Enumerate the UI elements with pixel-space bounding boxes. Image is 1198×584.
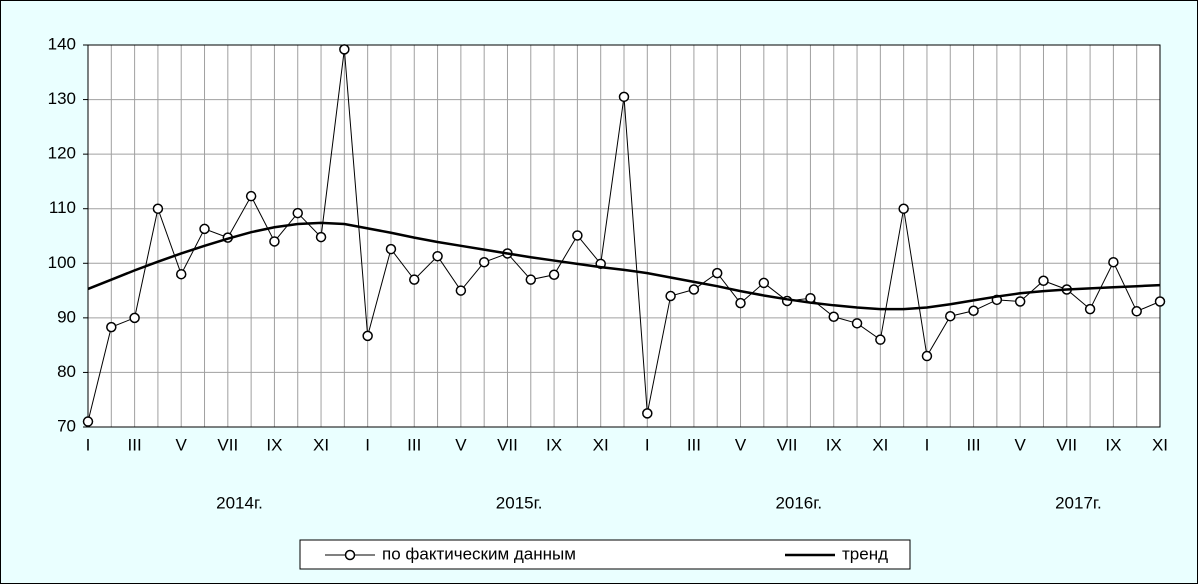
y-tick-label: 100 — [48, 253, 76, 272]
x-tick-label: VII — [1056, 435, 1077, 454]
x-tick-label: IX — [266, 435, 282, 454]
data-point — [758, 277, 770, 289]
data-point — [455, 285, 467, 296]
data-point — [548, 269, 560, 280]
x-tick-label: III — [407, 435, 421, 454]
plot-border — [87, 44, 1161, 428]
x-tick-label: I — [365, 435, 370, 454]
data-point — [385, 243, 397, 255]
data-point — [315, 231, 327, 243]
data-point — [409, 274, 420, 285]
x-tick-label: III — [687, 435, 701, 454]
y-tick-label: 80 — [57, 362, 76, 381]
y-tick-label: 110 — [49, 198, 76, 217]
x-tick-label: VII — [497, 435, 518, 454]
data-point — [292, 207, 303, 219]
data-point — [129, 312, 140, 324]
data-point — [735, 297, 746, 309]
x-tick-label: XI — [872, 435, 888, 454]
y-tick-label: 120 — [48, 144, 76, 163]
data-point — [362, 330, 373, 342]
data-point — [175, 268, 187, 280]
data-point — [688, 284, 700, 295]
x-tick-label: IX — [546, 435, 562, 454]
y-tick-label: 130 — [48, 89, 76, 108]
x-tick-label: XI — [593, 435, 609, 454]
legend-box — [299, 539, 911, 570]
year-label: 2014г. — [216, 493, 263, 512]
data-point — [339, 44, 350, 55]
data-point — [1084, 303, 1096, 315]
data-point — [269, 236, 280, 247]
data-point — [525, 274, 537, 285]
series-line — [87, 221, 1161, 311]
x-tick-label: XI — [1152, 435, 1168, 454]
y-tick-label: 70 — [57, 416, 76, 435]
x-tick-label: XI — [313, 435, 329, 454]
data-point — [572, 230, 583, 241]
x-tick-label: III — [128, 435, 142, 454]
data-point — [851, 318, 863, 329]
x-tick-label: I — [86, 435, 91, 454]
data-point — [1108, 256, 1119, 268]
x-tick-label: V — [455, 435, 467, 454]
data-point — [898, 203, 909, 214]
data-point — [618, 91, 630, 103]
data-point — [711, 267, 723, 279]
data-point — [199, 223, 210, 235]
x-tick-label: V — [176, 435, 188, 454]
x-tick-label: IX — [1105, 435, 1121, 454]
data-point — [1131, 306, 1142, 317]
data-point — [665, 290, 676, 302]
year-label: 2015г. — [496, 493, 543, 512]
y-tick-label: 90 — [57, 307, 76, 326]
data-point — [828, 311, 839, 323]
data-point — [432, 250, 443, 262]
legend-label: тренд — [842, 544, 888, 563]
data-point — [968, 305, 979, 317]
x-tick-label: VII — [217, 435, 238, 454]
data-point — [945, 310, 956, 322]
x-tick-label: V — [735, 435, 747, 454]
data-point — [152, 203, 164, 214]
legend-marker — [344, 549, 356, 561]
data-point — [245, 190, 257, 202]
y-tick-label: 140 — [48, 34, 76, 53]
year-label: 2016г. — [775, 493, 822, 512]
data-point — [478, 256, 490, 268]
data-point — [875, 334, 886, 345]
data-point — [642, 408, 653, 419]
data-point — [1038, 275, 1049, 286]
data-point — [82, 416, 94, 427]
x-tick-label: I — [645, 435, 650, 454]
x-tick-label: III — [966, 435, 980, 454]
x-tick-label: IX — [826, 435, 842, 454]
x-tick-label: V — [1015, 435, 1027, 454]
year-label: 2017г. — [1055, 493, 1102, 512]
legend-label: по фактическим данным — [382, 544, 576, 563]
data-point — [921, 350, 933, 362]
x-tick-label: VII — [777, 435, 798, 454]
data-point — [106, 321, 117, 333]
data-point — [1014, 296, 1026, 307]
data-point — [1154, 296, 1166, 307]
x-tick-label: I — [925, 435, 930, 454]
